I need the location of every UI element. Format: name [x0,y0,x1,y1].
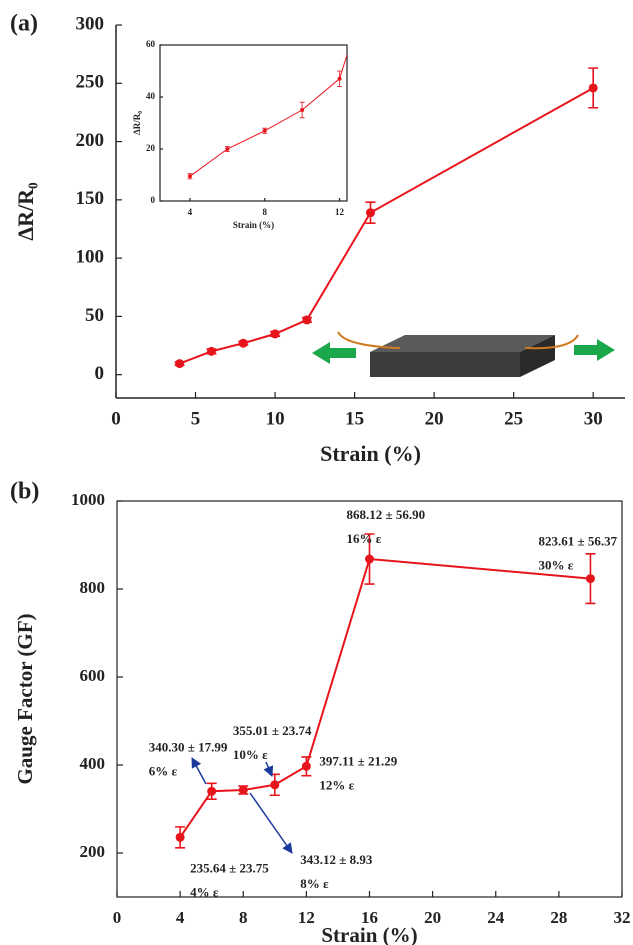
y-tick-label: 800 [80,578,106,597]
data-point [270,329,280,339]
data-point [585,574,595,584]
data-point [262,128,267,133]
annotation-arrow [263,761,274,777]
data-layer [174,67,599,369]
data-point [238,785,248,795]
x-tick-label: 4 [176,908,185,927]
value-label: 340.30 ± 17.99 [149,739,228,754]
strain-label: 4% ε [190,884,219,899]
strain-label: 6% ε [149,763,178,778]
value-label: 343.12 ± 8.93 [300,852,373,867]
data-point [365,554,374,564]
y-tick-label: 0 [151,195,156,205]
x-tick-label: 16 [361,908,378,927]
y-axis-title: ΔR/R₀ [132,111,142,135]
value-label: 868.12 ± 56.90 [347,507,426,522]
strain-label: 16% ε [347,531,382,546]
strain-label: 12% ε [319,777,354,792]
x-tick-label: 8 [239,908,248,927]
y-tick-label: 60 [146,39,156,49]
x-tick-label: 8 [262,207,267,217]
y-tick-label: 150 [76,188,105,209]
series-line [179,557,591,838]
data-point [301,761,311,771]
x-tick-label: 12 [298,908,315,927]
x-tick-label: 5 [191,408,201,429]
data-point [300,108,305,112]
value-label: 355.01 ± 23.74 [233,723,312,738]
plot-frame [159,44,348,202]
y-tick-label: 20 [146,143,156,153]
panel-label: (b) [10,479,39,505]
series-line [189,53,347,177]
x-tick-label: 32 [614,908,631,927]
data-point [302,315,312,325]
x-tick-label: 0 [113,908,122,927]
x-axis-title: Strain (%) [233,220,274,230]
x-tick-label: 4 [188,207,193,217]
annotation-arrow [249,792,293,854]
y-tick-label: 200 [80,842,106,861]
data-point [187,174,192,179]
x-tick-label: 30 [584,408,603,429]
data-layer [187,53,347,180]
y-tick-label: 0 [95,363,105,384]
x-tick-label: 20 [424,908,441,927]
value-label: 235.64 ± 23.75 [190,860,269,875]
strain-label: 30% ε [538,558,573,573]
x-axis-title: Strain (%) [320,441,421,466]
data-point [225,147,230,151]
y-tick-label: 300 [76,13,105,34]
x-tick-label: 12 [335,207,345,217]
data-layer [175,533,596,849]
data-point [207,786,217,796]
data-point [206,346,216,356]
x-tick-label: 24 [487,908,505,927]
annotation-arrow [191,757,207,785]
value-label: 823.61 ± 56.37 [538,534,617,549]
y-tick-label: 40 [146,91,156,101]
y-tick-label: 400 [80,754,106,773]
y-tick-label: 50 [85,305,104,326]
x-tick-label: 20 [425,408,444,429]
y-tick-label: 200 [76,130,105,151]
y-tick-label: 250 [76,72,105,93]
y-axis-title: ΔR/R₀ [13,182,38,241]
x-tick-label: 28 [550,908,567,927]
data-point [337,76,342,81]
data-point [270,780,280,790]
sample-illustration [312,331,615,377]
y-tick-label: 600 [80,666,106,685]
x-tick-label: 15 [345,408,364,429]
x-tick-label: 10 [266,408,285,429]
data-point [366,208,375,218]
strain-label: 10% ε [233,747,268,762]
value-label: 397.11 ± 21.29 [319,753,397,768]
strain-label: 8% ε [300,876,329,891]
y-axis-title: Gauge Factor (GF) [13,613,37,784]
data-point [175,359,185,369]
data-point [175,832,185,842]
y-tick-label: 1000 [71,490,105,509]
x-axis-title: Strain (%) [321,923,417,945]
panel: 0 4 8 12 16 20 24 28 32 200 400 600 800 1000 Strain (%… [10,479,631,945]
y-tick-label: 100 [76,246,105,267]
x-tick-label: 25 [504,408,523,429]
data-point [238,338,248,348]
panel-label: (a) [10,11,38,37]
panel: 4 8 12 0 20 40 60 Strain (%) ΔR/R₀ [132,39,348,230]
data-point [588,83,598,93]
x-tick-label: 0 [111,408,121,429]
